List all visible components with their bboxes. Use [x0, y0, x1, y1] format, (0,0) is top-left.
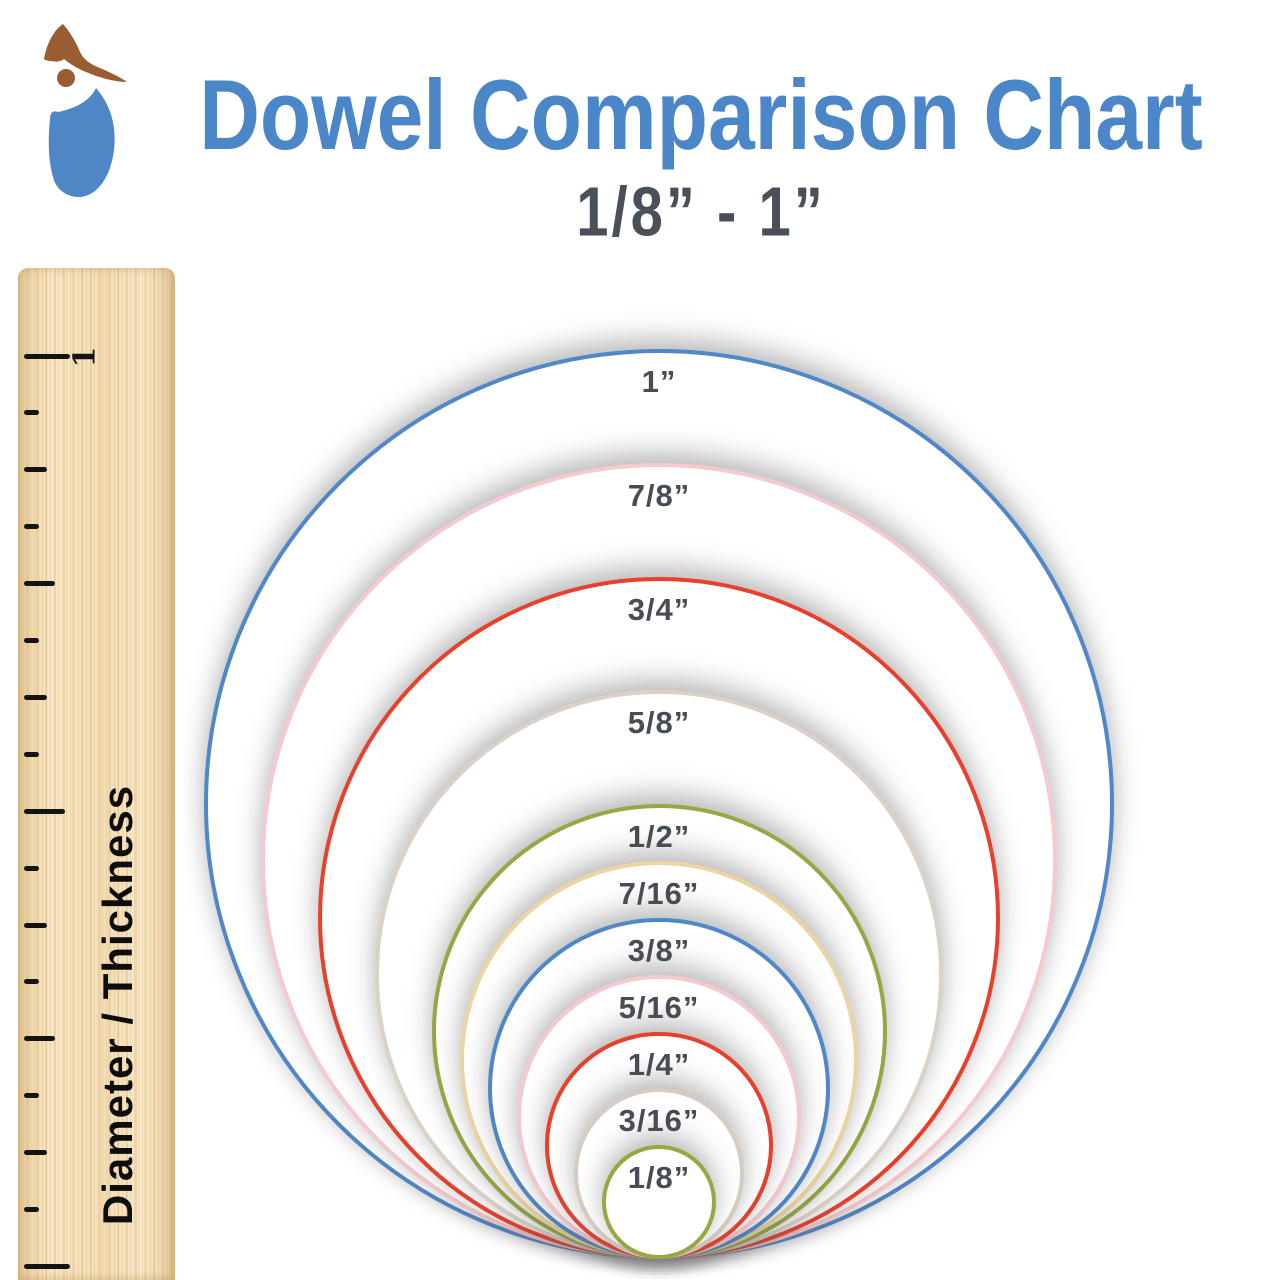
woodpecker-logo [44, 24, 127, 198]
dowel-circle-label: 5/8” [627, 705, 691, 741]
ruler-tick-sixteenth [24, 1207, 39, 1212]
ruler-tick-sixteenth [24, 979, 39, 985]
dowel-circle-1-8: 1/8” [602, 1145, 716, 1259]
logo-head-icon [44, 24, 127, 82]
ruler-tick-eighth [24, 467, 47, 473]
dowel-circle-label: 3/8” [627, 932, 691, 968]
page-subtitle: 1/8” - 1” [576, 173, 826, 252]
ruler-tick-sixteenth [24, 638, 39, 643]
ruler-tick-eighth [24, 694, 47, 700]
ruler-tick-sixteenth [24, 524, 39, 530]
ruler-tick-quarter [24, 1036, 55, 1042]
ruler-tick-inch [24, 1263, 70, 1269]
dowel-circle-label: 7/8” [627, 477, 691, 513]
dowel-circle-label: 1/4” [627, 1046, 691, 1082]
ruler-tick-sixteenth [24, 865, 39, 871]
ruler-tick-half [24, 808, 65, 814]
ruler: 1 Diameter / Thickness [18, 268, 175, 1280]
dowel-circle-label: 3/16” [618, 1103, 700, 1139]
dowel-circle-label: 1” [641, 364, 677, 399]
page-title: Dowel Comparison Chart [199, 59, 1203, 171]
ruler-tick-quarter [24, 581, 55, 587]
ruler-tick-eighth [24, 922, 47, 928]
dowel-circle-label: 1/2” [627, 819, 691, 854]
dowel-circle-label: 3/4” [627, 591, 691, 627]
dowel-circle-label: 7/16” [618, 875, 700, 911]
ruler-tick-sixteenth [24, 751, 39, 757]
logo-body-icon [48, 88, 115, 198]
ruler-tick-eighth [24, 1150, 47, 1156]
dowel-circle-label: 1/8” [627, 1160, 691, 1196]
dowel-circle-label: 5/16” [618, 989, 700, 1025]
logo-eye-icon [57, 69, 75, 87]
ruler-tick-sixteenth [24, 410, 39, 416]
ruler-tick-sixteenth [24, 1093, 39, 1099]
ruler-tick-inch [24, 353, 70, 359]
